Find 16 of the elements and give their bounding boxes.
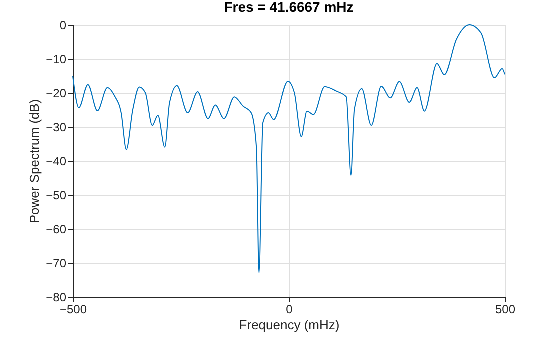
x-axis-title: Frequency (mHz) [239, 318, 340, 332]
y-tick-label: −50 [46, 188, 67, 202]
y-tick-label: −30 [46, 120, 67, 134]
x-tick-label: 0 [286, 302, 294, 316]
x-tick-label: 500 [495, 302, 516, 316]
y-tick-label: −10 [46, 52, 67, 66]
x-tick-label: −500 [60, 302, 88, 316]
y-axis-title: Power Spectrum (dB) [27, 99, 42, 224]
y-tick-label: −40 [46, 154, 67, 168]
y-tick-label: −60 [46, 222, 67, 236]
y-tick-label: −80 [46, 290, 67, 304]
y-tick-label: 0 [60, 18, 67, 32]
line-series [72, 24, 506, 274]
chart-title: Fres = 41.6667 mHz [224, 0, 354, 15]
y-tick-label: −20 [46, 86, 67, 100]
y-tick-label: −70 [46, 256, 67, 270]
